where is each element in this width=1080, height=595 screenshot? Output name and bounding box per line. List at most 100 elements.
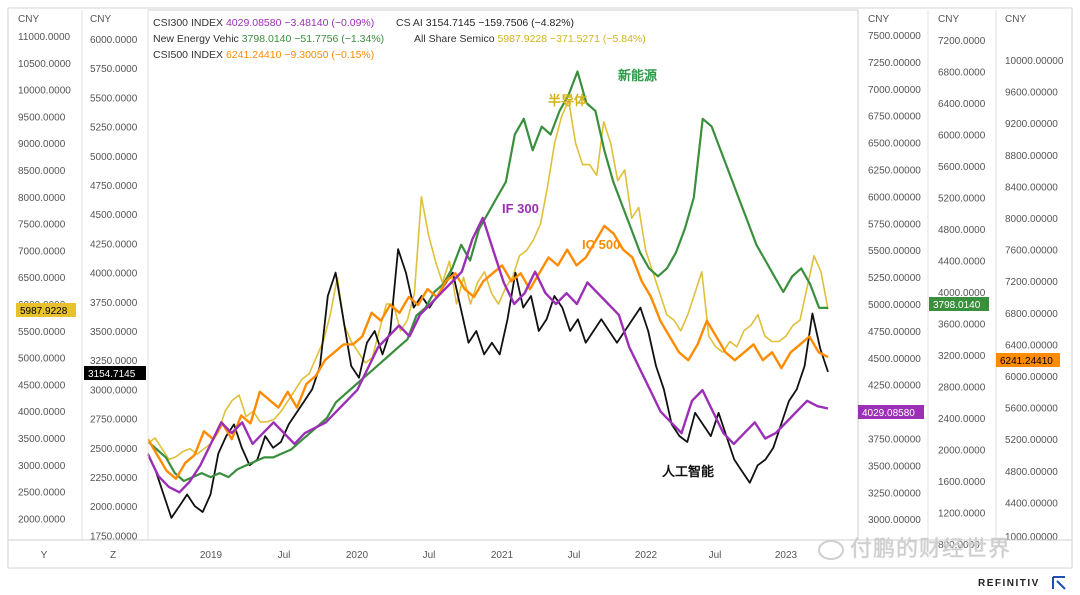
axis-tick-label: 5000.00000 [868, 300, 921, 311]
axis-tick-label: 9000.0000 [18, 139, 66, 150]
axis-tick-label: 9200.00000 [1005, 119, 1058, 130]
axis-tick-label: 8000.0000 [18, 193, 66, 204]
axis-tick-label: 6000.00000 [1005, 372, 1058, 383]
last-value-text: 3798.0140 [933, 300, 981, 311]
axis-tick-label: 4250.0000 [90, 239, 138, 250]
watermark-text: 付鹏的财经世界 [850, 536, 1012, 561]
axis-tick-label: 4250.00000 [868, 381, 921, 392]
axis-tick-label: 7600.00000 [1005, 246, 1058, 257]
series-line [147, 248, 829, 519]
wechat-icon [818, 540, 844, 561]
series-line [146, 216, 829, 494]
series-line [147, 99, 829, 461]
axis-tick-label: 2500.0000 [18, 488, 66, 499]
axis-tick-label: 7500.0000 [18, 220, 66, 231]
last-value-text: 6241.24410 [1000, 356, 1053, 367]
axis-tick-label: 4500.0000 [90, 210, 138, 221]
axis-tick-label: 5000.0000 [90, 152, 138, 163]
last-value-badge [929, 297, 989, 311]
axis-tick-label: 1000.00000 [1005, 532, 1058, 543]
axis-tick-label: 3000.0000 [18, 461, 66, 472]
axis-tick-label: 7000.0000 [18, 246, 66, 257]
axis-tick-label: 3250.00000 [868, 488, 921, 499]
legend-entry: CSI500 INDEX 6241.24410 −9.30050 (−0.15%… [153, 49, 374, 61]
axis-tick-label: 3000.00000 [868, 515, 921, 526]
axis-tick-label: 2000.0000 [18, 514, 66, 525]
axis-tick-label: 9500.0000 [18, 112, 66, 123]
x-tick-label: 2023 [775, 550, 798, 561]
axis-tick-label: 3250.0000 [90, 356, 138, 367]
axis-tick-label: 7200.0000 [938, 36, 986, 47]
axis-tick-label: 2800.0000 [938, 383, 986, 394]
legend-entry: CS AI 3154.7145 −159.7506 (−4.82%) [396, 17, 574, 29]
axis-tick-label: 5250.0000 [90, 123, 138, 134]
axis-tick-label: 3000.0000 [90, 385, 138, 396]
last-value-text: 4029.08580 [862, 408, 915, 419]
series-line [146, 224, 829, 480]
axis-tick-label: 2000.0000 [90, 502, 138, 513]
axis-tick-label: 5600.00000 [1005, 404, 1058, 415]
series-line [147, 70, 829, 483]
axis-tick-label: 4000.0000 [938, 288, 986, 299]
axis-tick-label: 3600.0000 [938, 320, 986, 331]
axis-tick-label: 1750.0000 [90, 531, 138, 542]
axis-tick-label: 1200.0000 [938, 509, 986, 520]
axis-tick-label: 800.0000 [938, 540, 980, 551]
axis-tick-label: 4500.00000 [868, 354, 921, 365]
axis-tick-label: 5500.0000 [90, 93, 138, 104]
axis-tick-label: 3750.00000 [868, 435, 921, 446]
axis-tick-label: 11000.0000 [18, 32, 71, 43]
legend-entry: CSI300 INDEX 4029.08580 −3.48140 (−0.09%… [153, 17, 374, 29]
axis-tick-label: 2500.0000 [90, 444, 138, 455]
axis-footer-label: Z [110, 550, 116, 561]
x-tick-label: Jul [278, 550, 291, 561]
axis-tick-label: 6400.0000 [938, 99, 986, 110]
chart-frame [7, 7, 1073, 569]
last-value-badge [16, 303, 76, 317]
last-value-badge [858, 405, 924, 419]
axis-tick-label: 3500.0000 [90, 327, 138, 338]
axis-tick-label: 3750.0000 [90, 298, 138, 309]
axis-tick-label: 6000.0000 [90, 35, 138, 46]
axis-tick-label: 2000.0000 [938, 446, 986, 457]
axis-tick-label: 2400.0000 [938, 414, 986, 425]
watermark: 付鹏的财经世界 [818, 531, 1011, 563]
axis-tick-label: 4800.00000 [1005, 467, 1058, 478]
axis-tick-label: 7500.00000 [868, 31, 921, 42]
axis-tick-label: 4750.00000 [868, 327, 921, 338]
axis-tick-label: 5750.00000 [868, 219, 921, 230]
axis-tick-label: 8000.00000 [1005, 214, 1058, 225]
axis-tick-label: 2250.0000 [90, 473, 138, 484]
axis-tick-label: 4800.0000 [938, 225, 986, 236]
chart-annotation: IF 300 [502, 201, 539, 216]
axis-tick-label: 4750.0000 [90, 181, 138, 192]
x-tick-label: Jul [568, 550, 581, 561]
x-tick-label: Jul [423, 550, 436, 561]
x-tick-label: 2022 [635, 550, 658, 561]
x-tick-label: 2019 [200, 550, 223, 561]
axis-currency-label: CNY [938, 14, 959, 25]
axis-tick-label: 5600.0000 [938, 162, 986, 173]
axis-tick-label: 6000.00000 [868, 192, 921, 203]
axis-tick-label: 3500.0000 [18, 434, 66, 445]
axis-tick-label: 3500.00000 [868, 461, 921, 472]
axis-tick-label: 6500.00000 [868, 139, 921, 150]
axis-tick-label: 4500.0000 [18, 380, 66, 391]
legend-entry: New Energy Vehic 3798.0140 −51.7756 (−1.… [153, 33, 384, 45]
axis-tick-label: 7250.00000 [868, 58, 921, 69]
last-value-badge [996, 353, 1060, 367]
axis-tick-label: 5750.0000 [90, 64, 138, 75]
axis-tick-label: 5000.0000 [18, 354, 66, 365]
axis-tick-label: 1600.0000 [938, 477, 986, 488]
axis-currency-label: CNY [90, 14, 111, 25]
axis-tick-label: 6000.0000 [938, 131, 986, 142]
axis-tick-label: 7000.00000 [868, 85, 921, 96]
axis-currency-label: CNY [1005, 14, 1026, 25]
axis-tick-label: 2750.0000 [90, 415, 138, 426]
axis-tick-label: 5500.00000 [868, 246, 921, 257]
axis-tick-label: 4400.00000 [1005, 498, 1058, 509]
chart-annotation: 人工智能 [662, 464, 714, 479]
axis-tick-label: 4400.0000 [938, 257, 986, 268]
axis-tick-label: 5500.0000 [18, 327, 66, 338]
axis-tick-label: 5200.0000 [938, 194, 986, 205]
